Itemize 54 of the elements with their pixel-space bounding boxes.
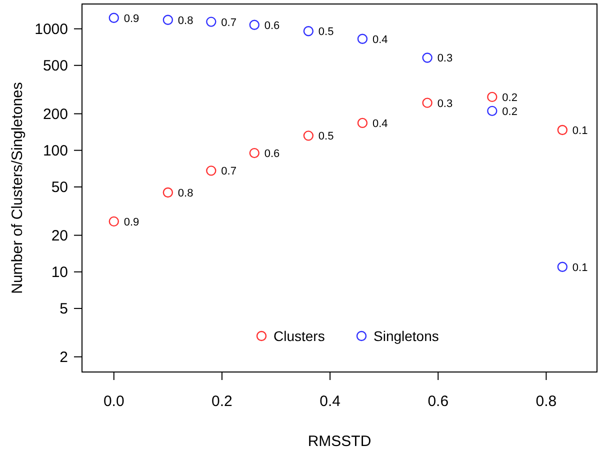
y-tick-label: 10	[51, 264, 68, 281]
y-tick-label: 2	[60, 348, 68, 366]
x-tick-label: 0.8	[536, 393, 557, 410]
x-tick-label: 0.6	[428, 393, 449, 410]
annotation: 0.6	[264, 148, 280, 160]
point	[206, 166, 216, 176]
y-tick-label: 500	[42, 57, 68, 74]
point	[487, 106, 498, 116]
annotation: 0.7	[221, 16, 236, 29]
y-tick-label: 5	[60, 300, 68, 318]
point	[357, 118, 368, 128]
y-tick-label: 1000	[34, 20, 68, 38]
point	[206, 16, 216, 27]
annotation: 0.5	[318, 130, 334, 143]
point	[487, 92, 498, 102]
point	[162, 187, 174, 198]
point	[303, 26, 314, 36]
point	[249, 148, 260, 158]
point	[162, 14, 174, 25]
y-tick-label: 200	[42, 106, 68, 123]
point	[108, 12, 119, 23]
x-tick-label: 0.0	[103, 393, 124, 410]
annotation: 0.3	[437, 52, 453, 65]
point	[357, 34, 368, 44]
legend-label: Singletons	[374, 328, 439, 344]
annotation: 0.1	[572, 262, 588, 274]
y-axis-title: Number of Clusters/Singletones	[9, 82, 26, 294]
annotation: 0.4	[372, 34, 388, 46]
point	[303, 130, 314, 141]
point	[557, 262, 568, 272]
annotation: 0.8	[178, 14, 194, 27]
point	[422, 52, 432, 63]
annotation: 0.2	[502, 92, 518, 104]
annotation: 0.9	[124, 216, 140, 228]
y-tick-label: 100	[42, 142, 68, 160]
annotation: 0.6	[264, 20, 280, 32]
x-axis-title: RMSSTD	[308, 433, 372, 450]
annotation: 0.2	[502, 106, 518, 118]
annotation: 0.8	[178, 187, 194, 200]
annotation: 0.1	[572, 125, 588, 138]
point	[422, 98, 432, 108]
x-tick-label: 0.2	[212, 393, 232, 410]
point	[249, 20, 260, 30]
annotation: 0.3	[437, 98, 453, 110]
annotation: 0.4	[372, 118, 388, 130]
point	[557, 124, 568, 136]
annotation: 0.7	[221, 166, 236, 178]
annotation: 0.9	[124, 12, 140, 25]
legend-label: Clusters	[274, 328, 325, 344]
annotation: 0.5	[318, 26, 334, 38]
point	[108, 216, 119, 227]
y-tick-label: 50	[51, 178, 68, 196]
x-tick-label: 0.4	[320, 393, 340, 410]
y-tick-label: 20	[51, 227, 68, 244]
